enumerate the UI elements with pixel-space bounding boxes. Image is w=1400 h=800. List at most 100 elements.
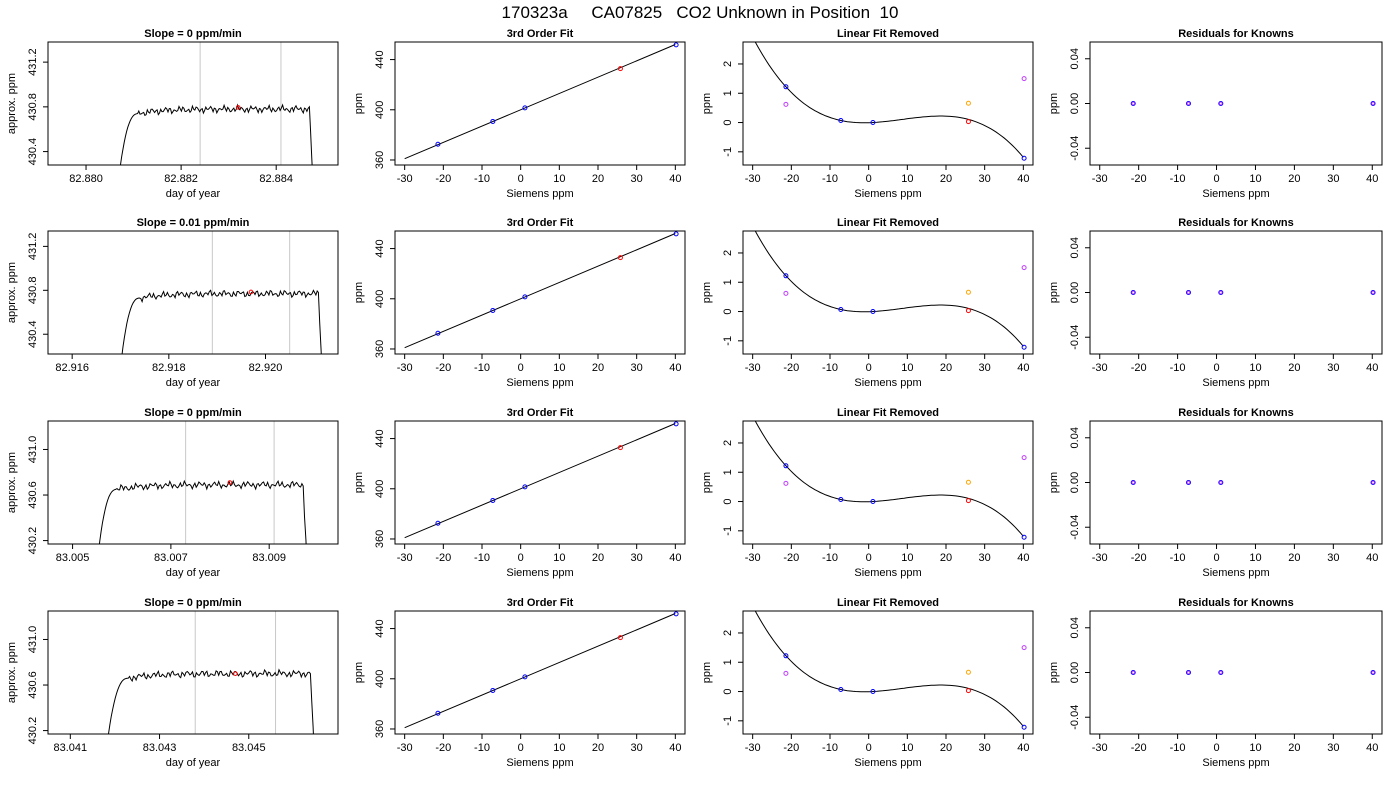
fit-y-tick-label: 400 [374, 290, 386, 308]
linear-removed-x-tick-label: 20 [940, 173, 952, 185]
fit-x-tick-label: -20 [435, 552, 451, 564]
linear-removed-x-tick-label: 30 [979, 173, 991, 185]
residuals-x-tick-label: -30 [1092, 173, 1108, 185]
fit-y-tick-label: 360 [374, 151, 386, 169]
trace-panel: Slope = 0 ppm/min day of year approx. ppm 8… [6, 597, 339, 769]
trace-x-axis-label: day of year [166, 377, 221, 389]
trace-y-tick-label: 430.4 [27, 320, 39, 348]
known-point [435, 330, 441, 336]
fit-x-axis-label: Siemens ppm [506, 567, 573, 579]
trace-x-tick-label: 83.009 [252, 552, 286, 564]
trace-x-tick-label: 82.918 [152, 362, 186, 374]
linear-removed-x-tick-label: -10 [822, 742, 838, 754]
residual-point-overlay [1131, 290, 1135, 295]
residuals-x-tick-label: 20 [1288, 362, 1300, 374]
known-point [673, 421, 679, 427]
trace-title: Slope = 0 ppm/min [144, 407, 242, 419]
residuals-x-tick-label: -10 [1170, 173, 1186, 185]
fit-x-tick-label: 40 [669, 552, 681, 564]
fit-title: 3rd Order Fit [507, 407, 574, 419]
mean-point [235, 105, 241, 110]
trace-y-tick-label: 430.8 [27, 277, 39, 305]
trace-y-axis-label: approx. ppm [6, 642, 18, 703]
fit-x-tick-label: 10 [553, 173, 565, 185]
linear-removed-y-axis-label: ppm [701, 472, 713, 493]
known-point [522, 484, 528, 490]
residuals-x-tick-label: -30 [1092, 742, 1108, 754]
trace-y-tick-label: 431.0 [27, 436, 39, 464]
fit-x-tick-label: 0 [518, 362, 524, 374]
residuals-title: Residuals for Knowns [1178, 217, 1294, 229]
trace-plot-frame [47, 41, 339, 166]
fit-x-tick-label: -30 [397, 362, 413, 374]
residual-point [1130, 670, 1136, 675]
unknown-point [617, 66, 623, 72]
linear-removed-x-tick-label: -30 [745, 173, 761, 185]
linear-removed-x-tick-label: 0 [866, 362, 872, 374]
residual-point-overlay [1219, 670, 1223, 675]
fit-plot-frame [394, 41, 686, 166]
known-point [783, 84, 789, 90]
known-point [838, 496, 844, 502]
trace-x-axis-label: day of year [166, 757, 221, 769]
trace-line [98, 479, 307, 544]
residual-point-overlay [1371, 290, 1375, 295]
linear-removed-title: Linear Fit Removed [837, 407, 939, 419]
trace-panel: Slope = 0.01 ppm/min day of year approx. p… [6, 217, 339, 389]
linear-removed-panel: Linear Fit Removed Siemens ppm ppm -30 -20 -1… [701, 597, 1034, 769]
trace-plot-frame [47, 230, 339, 355]
residual-point [1370, 101, 1376, 106]
linear-removed-y-tick-label: 0 [722, 498, 734, 504]
trace-x-tick-label: 82.882 [164, 173, 198, 185]
residual-point-overlay [1371, 101, 1375, 106]
main-title: 170323a CA07825 CO2 Unknown in Position … [502, 3, 899, 22]
residuals-plot-frame [1089, 41, 1383, 166]
fit-x-tick-label: 30 [631, 173, 643, 185]
linear-removed-x-tick-label: -30 [745, 552, 761, 564]
trace-panel: Slope = 0 ppm/min day of year approx. ppm 8… [6, 407, 339, 579]
known-point [522, 105, 528, 111]
linear-removed-y-tick-label: -1 [722, 336, 734, 346]
linear-removed-x-tick-label: -10 [822, 552, 838, 564]
standard-point [965, 479, 971, 485]
trace-y-axis-label: approx. ppm [6, 452, 18, 513]
fit-title: 3rd Order Fit [507, 217, 574, 229]
trace-y-tick-label: 430.2 [27, 717, 39, 745]
linear-removed-x-axis-label: Siemens ppm [854, 567, 921, 579]
residuals-title: Residuals for Knowns [1178, 28, 1294, 40]
residuals-x-tick-label: -30 [1092, 362, 1108, 374]
residual-point-overlay [1186, 101, 1191, 106]
linear-removed-y-tick-label: 1 [722, 659, 734, 665]
residuals-x-tick-label: 10 [1249, 742, 1261, 754]
fit-line [404, 233, 676, 349]
linear-removed-y-tick-label: 1 [722, 90, 734, 96]
fit-y-tick-label: 440 [374, 619, 386, 637]
unknown-point [965, 308, 971, 314]
cubic-curve [754, 420, 1024, 537]
trace-x-tick-label: 83.045 [232, 742, 266, 754]
residuals-x-tick-label: 20 [1288, 173, 1300, 185]
extra-point [783, 101, 789, 107]
residuals-y-tick-label: 0.04 [1069, 617, 1081, 638]
fit-y-tick-label: 360 [374, 530, 386, 548]
fit-x-tick-label: -10 [474, 362, 490, 374]
residuals-x-tick-label: 40 [1366, 552, 1378, 564]
residuals-panel: Residuals for Knowns Siemens ppm ppm -30 -20… [1048, 217, 1383, 389]
cubic-curve [754, 610, 1024, 727]
residual-point-overlay [1131, 480, 1135, 485]
linear-removed-x-tick-label: -10 [822, 173, 838, 185]
residuals-x-axis-label: Siemens ppm [1202, 757, 1269, 769]
residuals-plot-frame [1089, 230, 1383, 355]
residuals-y-tick-label: 0.04 [1069, 427, 1081, 448]
trace-y-tick-label: 431.2 [27, 233, 39, 261]
residuals-plot-frame [1089, 420, 1383, 545]
residuals-panel: Residuals for Knowns Siemens ppm ppm -30 -20… [1048, 28, 1383, 200]
known-point [435, 520, 441, 526]
linear-removed-x-tick-label: 0 [866, 173, 872, 185]
linear-removed-x-tick-label: -30 [745, 742, 761, 754]
residual-point-overlay [1371, 480, 1375, 485]
trace-x-tick-label: 82.916 [55, 362, 89, 374]
linear-removed-y-tick-label: 1 [722, 279, 734, 285]
linear-removed-x-tick-label: 10 [901, 742, 913, 754]
linear-removed-x-tick-label: 40 [1017, 742, 1029, 754]
